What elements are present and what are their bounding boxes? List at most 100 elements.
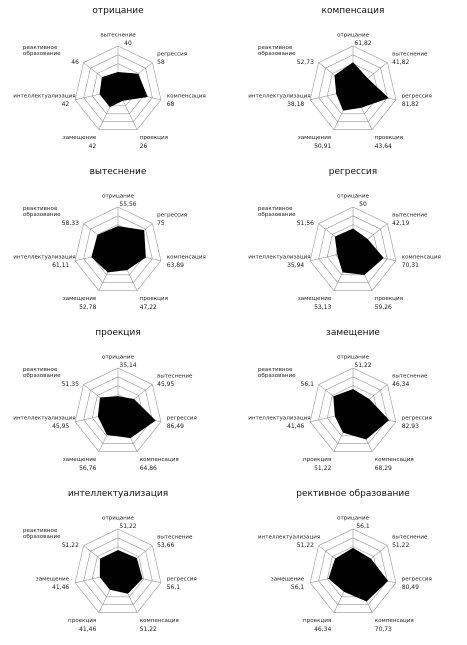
chart-title: интеллектуализация <box>67 489 169 499</box>
grid-ring <box>74 206 162 291</box>
value-label: 82,93 <box>401 423 419 431</box>
axis-label: интеллектуализация <box>248 415 311 422</box>
axis-label: вытеснение <box>392 534 428 541</box>
value-label: 51,22 <box>139 626 157 634</box>
value-label: 58 <box>157 58 165 66</box>
value-label: 68,29 <box>374 465 392 473</box>
axis-label: проекция <box>139 135 168 142</box>
axis-label: замещение <box>62 457 97 464</box>
value-label: 51,22 <box>296 541 314 549</box>
axis-label: проекция <box>374 296 403 303</box>
axis-label: регрессия <box>157 212 188 219</box>
value-label: 63,89 <box>166 262 184 270</box>
grid-ring <box>74 528 162 613</box>
value-label: 51,35 <box>61 380 79 388</box>
value-label: 55,56 <box>119 201 137 208</box>
radar-area <box>97 396 156 439</box>
axis-label: компенсация <box>401 254 441 261</box>
value-label: 75 <box>157 219 165 227</box>
radar-area <box>99 71 148 108</box>
value-label: 46,34 <box>314 626 332 634</box>
axis-label: замещение <box>62 296 97 303</box>
chart-title: замещение <box>326 328 380 338</box>
value-label: 61,11 <box>52 262 70 270</box>
axis-label: проекция <box>139 296 168 303</box>
axis-label: отрицание <box>337 32 369 39</box>
value-label: 81,82 <box>401 101 419 109</box>
value-label: 52,73 <box>296 58 314 66</box>
axis-label: реактивное образование <box>22 528 61 541</box>
chart-title: рективное образование <box>296 489 410 499</box>
axis-label: проекция <box>303 457 332 464</box>
axis-label: реактивное образование <box>257 206 296 219</box>
grid-ring <box>318 215 388 284</box>
radar-area <box>328 547 389 602</box>
axis-label: отрицание <box>102 193 134 200</box>
axis-label: компенсация <box>166 254 206 261</box>
grid-ring <box>309 367 397 452</box>
value-label: 56,1 <box>356 523 370 530</box>
axis-label: регрессия <box>401 415 432 422</box>
grid-ring <box>74 367 162 452</box>
axis-label: компенсация <box>374 618 414 625</box>
grid-ring <box>326 385 380 437</box>
axis-label: проекция <box>303 618 332 625</box>
value-label: 46,34 <box>392 380 410 388</box>
axis-label: регрессия <box>166 415 197 422</box>
axis-label: вытеснение <box>100 32 136 39</box>
value-label: 45,95 <box>157 380 175 388</box>
axis-label: вытеснение <box>392 212 428 219</box>
value-label: 26 <box>139 143 148 151</box>
value-label: 53,13 <box>314 304 332 312</box>
value-label: 38,18 <box>287 101 305 109</box>
axis-label: реактивное образование <box>22 206 61 219</box>
value-label: 40 <box>124 40 132 47</box>
axis-label: реактивное образование <box>257 45 296 58</box>
value-label: 64,86 <box>139 465 157 473</box>
value-label: 70,73 <box>374 626 392 634</box>
value-label: 42,19 <box>392 219 410 227</box>
axis-label: регрессия <box>166 576 197 583</box>
grid-ring <box>326 224 380 276</box>
value-label: 58,33 <box>61 219 79 227</box>
axis-label: регрессия <box>401 93 432 100</box>
value-label: 42 <box>61 101 70 109</box>
grid-ring <box>309 45 397 130</box>
axis-label: интеллектуализация <box>248 93 311 100</box>
value-label: 56,1 <box>300 380 314 388</box>
axis-label: реактивное образование <box>22 45 61 58</box>
axis-label: замещение <box>62 135 97 142</box>
value-label: 61,82 <box>354 40 372 47</box>
value-label: 35,94 <box>287 262 305 270</box>
axis-label: интеллектуализация <box>257 534 321 541</box>
axis-label: интеллектуализация <box>13 415 76 422</box>
value-label: 45,95 <box>52 423 70 431</box>
axis-label: реактивное образование <box>257 367 296 380</box>
axis-label: реактивное образование <box>22 367 61 380</box>
axis-label: компенсация <box>139 457 179 464</box>
value-label: 51,22 <box>314 465 332 473</box>
grid-ring <box>318 376 388 445</box>
grid-ring <box>74 45 162 130</box>
grid-ring <box>83 54 153 123</box>
grid-ring <box>309 528 397 613</box>
value-label: 50 <box>359 201 367 208</box>
axis-label: вытеснение <box>157 373 193 380</box>
chart-title: отрицание <box>92 6 144 16</box>
axis-label: отрицание <box>102 515 134 522</box>
value-label: 41,46 <box>52 584 70 592</box>
axis-label: проекция <box>68 618 97 625</box>
axis-label: отрицание <box>337 354 369 361</box>
chart-title: регрессия <box>328 167 378 177</box>
value-label: 51,22 <box>354 362 372 369</box>
value-label: 68 <box>166 101 175 109</box>
value-label: 41,46 <box>79 626 97 634</box>
value-label: 86,49 <box>166 423 184 431</box>
radar-area <box>334 62 389 111</box>
chart-title: вытеснение <box>89 167 147 177</box>
axis-label: замещение <box>270 576 305 583</box>
value-label: 53,66 <box>157 541 175 549</box>
value-label: 42 <box>88 143 97 151</box>
